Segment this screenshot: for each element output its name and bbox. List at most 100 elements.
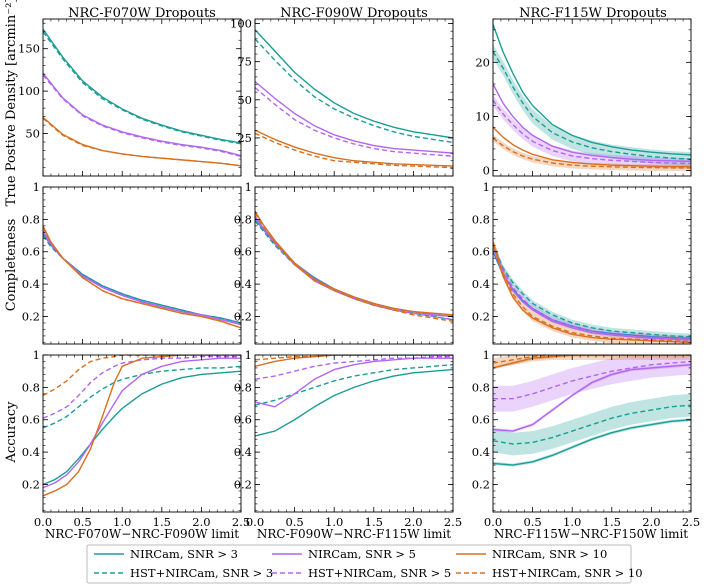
y-tick-label: 1 [483,180,490,194]
legend-label-hst-nircam-snr5: HST+NIRCam, SNR > 5 [308,566,451,580]
band-snr10-4 [493,355,691,370]
x-tick-label: 0.0 [484,515,502,529]
x-tick-label: 1.5 [153,515,171,529]
y-tick-label: 0.8 [234,380,252,394]
x-tick-label: 0.0 [34,515,52,529]
series-line-nircam-snr5 [43,230,241,326]
series-line-hst-nircam-snr3 [255,38,453,144]
y-tick-label: 0.4 [22,445,40,459]
y-tick-label: 1 [245,348,252,362]
series-line-hst-nircam-snr10 [43,227,241,329]
x-tick-label: 1.0 [325,515,343,529]
series-line-hst-nircam-snr3 [493,51,691,160]
series-line-nircam-comp_blue [43,233,241,324]
panel-r0-c0: 50 100 150 [18,18,242,177]
panel-r1-c2: 0.2 0.4 0.6 0.8 1 [472,180,692,345]
title-f115w: NRC-F115W Dropouts [519,6,667,21]
x-tick-label: 1.0 [113,515,131,529]
axes-frame [42,18,242,177]
plot-area [43,355,241,497]
x-tick-label: 2.5 [682,515,700,529]
y-tick-label: 0.6 [472,413,490,427]
x-tick-label: 1.0 [563,515,581,529]
y-tick-label: 50 [237,93,252,107]
x-tick-label: 0.5 [285,515,303,529]
y-tick-label: 0.2 [22,309,40,323]
x-tick-label: 0.5 [523,515,541,529]
series-line-nircam-snr5 [255,215,453,318]
series-line-nircam-snr5 [493,246,691,341]
legend-label-hst-nircam-snr3: HST+NIRCam, SNR > 3 [130,566,273,580]
y-tick-label: 0.4 [234,277,252,291]
series-line-hst-nircam-snr3 [493,404,691,445]
y-tick-label: 150 [18,42,40,56]
series-line-hst-nircam-snr10 [43,117,241,167]
ylabel-completeness: Completeness [4,219,19,312]
axes-frame [254,18,454,177]
axes-frame [492,18,692,177]
y-tick-label: 0.8 [472,380,490,394]
axes-frame [254,186,454,345]
title-f070w: NRC-F070W Dropouts [68,6,216,21]
band-snr10-5 [493,355,691,368]
y-tick-label: 50 [25,127,40,141]
series-line-hst-nircam-snr5 [493,99,691,165]
panel-r0-c1: 25 50 75 100 [230,17,454,177]
legend-label-nircam-snr10: NIRCam, SNR > 10 [492,547,607,561]
legend-label-nircam-snr5: NIRCam, SNR > 5 [308,547,416,561]
title-f090w: NRC-F090W Dropouts [280,6,428,21]
series-line-hst-nircam-snr5 [43,355,241,419]
series-line-nircam-comp_blue [493,251,691,340]
y-tick-label: 0.8 [22,380,40,394]
series-line-nircam-snr3 [43,28,241,144]
series-line-nircam-snr10 [255,129,453,167]
y-tick-label: 0.6 [22,245,40,259]
series-line-nircam-snr10 [255,210,453,316]
series-line-nircam-snr10 [43,225,241,329]
y-tick-label: 0.6 [472,245,490,259]
series-line-nircam-snr10 [43,355,241,497]
x-tick-label: 2.5 [444,515,462,529]
series-line-nircam-snr5 [43,72,241,157]
y-tick-label: 1 [245,180,252,194]
x-tick-label: 0.0 [246,515,264,529]
legend-label-nircam-snr3: NIRCam, SNR > 3 [130,547,238,561]
series-line-nircam-snr10 [493,355,691,369]
y-tick-label: 1 [33,348,40,362]
series-line-hst-nircam-snr5 [255,87,453,157]
y-tick-label: 0.2 [234,309,252,323]
panel-r2-c2: 0.0 0.5 1.0 1.5 2.0 2.5 0.2 0.4 0.6 0.8 1 [472,348,700,529]
xlabel-f090w-f115w: NRC-F090W−NRC-F115W limit [257,527,451,541]
series-line-hst-nircam-snr3 [43,31,241,145]
x-tick-label: 2.0 [642,515,660,529]
plot-area [493,355,691,467]
y-tick-label: 0.6 [234,413,252,427]
x-tick-label: 2.5 [232,515,250,529]
series-line-hst-nircam-snr5 [493,360,691,400]
y-tick-label: 75 [237,55,252,69]
series-line-hst-nircam-snr10 [255,132,453,169]
series-line-nircam-snr5 [255,80,453,154]
panel-r2-c0: 0.0 0.5 1.0 1.5 2.0 2.5 0.2 0.4 0.6 0.8 1 [22,348,250,529]
series-line-nircam-snr3 [43,370,241,486]
y-tick-label: 0.4 [22,277,40,291]
y-tick-label: 100 [230,17,252,31]
band-snr5-3 [493,242,691,343]
panel-r0-c2: 0 10 20 [475,18,692,178]
series-line-nircam-snr10 [493,126,691,168]
series-line-nircam-snr3 [255,29,453,139]
x-tick-label: 1.5 [603,515,621,529]
panels-group: 50100150255075100010200.20.40.60.810.20.… [18,17,700,529]
series-line-hst-nircam-snr5 [43,74,241,158]
legend-label-hst-nircam-snr10: HST+NIRCam, SNR > 10 [492,566,643,580]
x-tick-label: 2.0 [192,515,210,529]
y-tick-label: 0.4 [472,445,490,459]
series-line-hst-nircam-snr5 [43,231,241,326]
y-tick-label: 0.2 [472,477,490,491]
series-line-hst-nircam-snr10 [255,355,453,361]
y-tick-label: 0.6 [22,413,40,427]
band-snr3-1 [493,240,691,340]
series-line-nircam-comp_blue [255,218,453,318]
y-tick-label: 1 [483,348,490,362]
